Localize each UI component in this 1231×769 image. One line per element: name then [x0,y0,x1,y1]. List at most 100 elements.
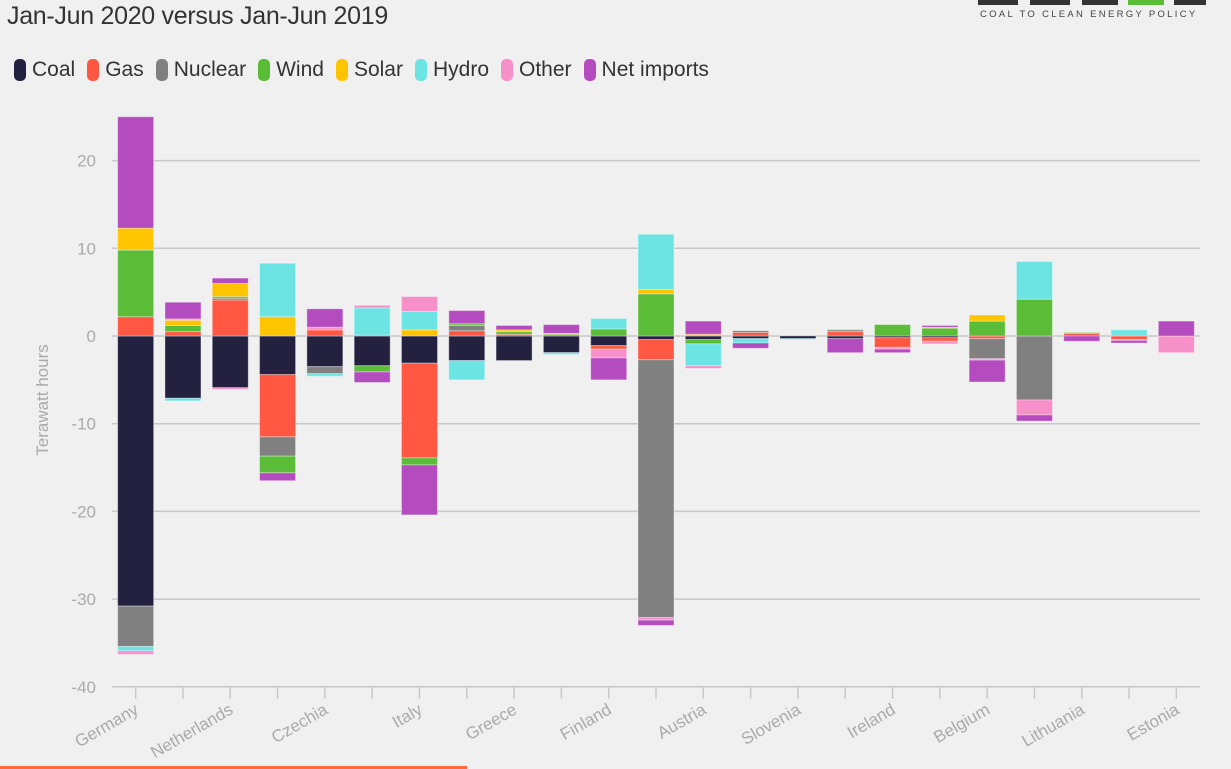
bar-segment-other [306,326,344,331]
bar-segment-coal [495,335,533,362]
bar-segment-coal [117,335,155,607]
legend-label: Hydro [432,58,490,81]
bar-segment-gas [306,329,344,337]
bar-segment-wind [1063,331,1101,334]
bar-segment-net-imports [1110,339,1148,344]
legend-item-coal[interactable]: Coal [14,58,75,82]
bar-segment-coal [353,335,391,367]
bar-segment-net-imports [590,357,628,381]
legend-swatch [501,59,514,81]
bar-segment-coal [164,335,202,399]
bar-segment-other [1157,335,1195,354]
legend-item-gas[interactable]: Gas [87,58,144,82]
ember-logo [978,0,1206,22]
y-tick-label: -10 [71,415,96,434]
bar-segment-gas [874,337,912,348]
bar-segment-wind [874,324,912,337]
legend: Coal Gas Nuclear Wind Solar Hydro Other Net imp… [14,58,709,82]
bar-segment-gas [1110,335,1148,341]
bar-segment-nuclear [637,359,675,619]
legend-item-nuclear[interactable]: Nuclear [155,58,247,82]
bar-segment-gas [448,330,486,337]
bar-segment-gas [259,374,297,438]
bar-segment-hydro [164,397,202,402]
legend-label: Wind [276,58,324,81]
bar-segment-coal [306,335,344,368]
legend-swatch [258,59,271,81]
bar-segment-other [684,365,722,369]
bar-segment-hydro [400,310,438,331]
bar-segment-wind [164,324,202,333]
bar-segment-solar [164,319,202,326]
bar-segment-net-imports [732,342,770,349]
bar-segment-hydro [1110,329,1148,337]
bar-segment-net-imports [874,348,912,354]
bar-segment-net-imports [448,310,486,325]
bar-segment-wind [684,339,722,345]
y-tick-label: 10 [77,239,96,258]
bar-segment-gas [637,339,675,361]
bar-segment-wind [353,365,391,373]
bar-segment-net-imports [1015,414,1053,422]
bar-segment-wind [1015,298,1053,337]
legend-label: Gas [105,58,144,81]
bar-segment-net-imports [826,338,864,354]
x-tick-label: Slovenia [738,700,804,749]
bar-segment-net-imports [1157,320,1195,337]
bar-segment-net-imports [637,619,675,626]
bar-segment-wind [259,455,297,474]
bar-segment-hydro [306,373,344,377]
legend-item-other[interactable]: Other [501,58,572,82]
bar-segment-hydro [448,360,486,381]
legend-label: Coal [32,58,76,81]
x-tick-label: Greece [462,700,520,744]
legend-swatch [87,59,100,81]
legend-swatch [155,59,168,81]
legend-item-hydro[interactable]: Hydro [414,58,490,82]
bar-segment-gas [921,337,959,342]
bar-segment-gas [590,345,628,350]
bar-segment-net-imports [684,320,722,335]
bar-segment-net-imports [1063,335,1101,342]
x-tick-label: Italy [389,700,426,732]
bar-segment-gas [826,331,864,337]
bar-segment-nuclear [259,436,297,457]
x-tick-label: Netherlands [147,700,236,762]
bar-segment-net-imports [164,301,202,320]
bar-segment-nuclear [732,330,770,333]
bar-segment-net-imports [259,472,297,482]
bar-segment-coal [637,335,675,341]
bar-segment-net-imports [353,371,391,383]
bar-segment-nuclear [117,605,155,647]
bar-segment-gas [164,331,202,337]
x-tick-label: Austria [654,700,710,743]
legend-swatch [14,59,26,81]
bar-segment-solar [117,227,155,251]
bar-segment-other [211,387,249,390]
bar-segment-gas [211,299,249,337]
legend-label: Nuclear [173,58,247,81]
legend-item-wind[interactable]: Wind [258,58,324,82]
y-axis-label: Terawatt hours [33,344,52,456]
bar-segment-solar [400,329,438,337]
bar-segment-coal [211,335,249,389]
bar-segment-nuclear [968,338,1006,360]
bar-segment-solar [826,328,864,331]
legend-item-net-imports[interactable]: Net imports [583,58,709,82]
y-tick-label: -30 [71,590,96,609]
legend-item-solar[interactable]: Solar [335,58,403,82]
bar-segment-gas [400,362,438,459]
bar-segment-wind [590,328,628,337]
y-tick-label: 20 [77,152,96,171]
bar-segment-net-imports [400,464,438,516]
bar-segment-coal [259,335,297,376]
x-tick-label: Ireland [844,700,899,742]
bar-segment-nuclear [1015,335,1053,401]
bar-segment-hydro [542,352,580,355]
bar-segment-net-imports [306,308,344,328]
bar-segment-other [117,650,155,655]
y-tick-label: -40 [71,678,96,697]
chart-title: Jan-Jun 2020 versus Jan-Jun 2019 [7,2,388,30]
bar-segment-wind [117,249,155,318]
legend-label: Other [519,58,572,81]
